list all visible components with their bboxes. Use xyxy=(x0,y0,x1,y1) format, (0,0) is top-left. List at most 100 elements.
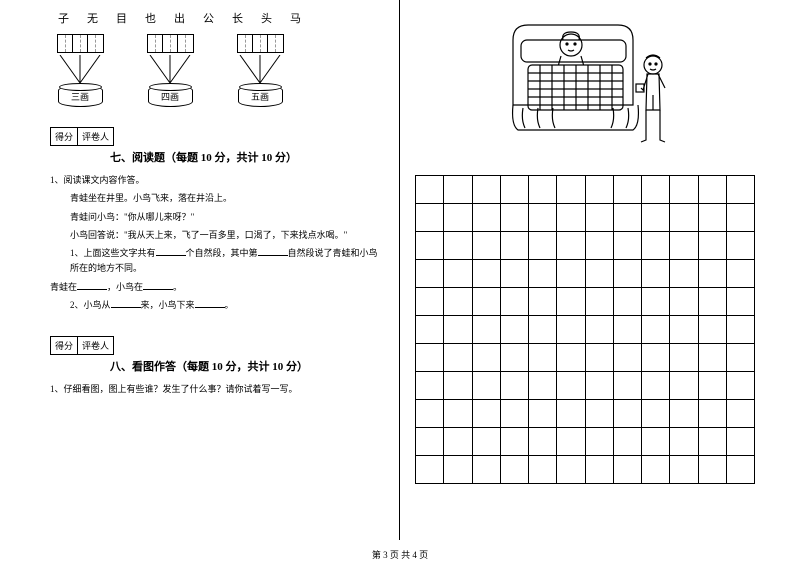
writing-cell[interactable] xyxy=(614,372,642,400)
writing-cell[interactable] xyxy=(529,260,557,288)
writing-cell[interactable] xyxy=(614,204,642,232)
writing-cell[interactable] xyxy=(642,176,670,204)
writing-cell[interactable] xyxy=(416,372,444,400)
writing-cell[interactable] xyxy=(529,372,557,400)
writing-cell[interactable] xyxy=(416,344,444,372)
writing-cell[interactable] xyxy=(557,204,585,232)
writing-cell[interactable] xyxy=(642,260,670,288)
writing-cell[interactable] xyxy=(557,344,585,372)
writing-cell[interactable] xyxy=(444,232,472,260)
writing-cell[interactable] xyxy=(529,176,557,204)
writing-cell[interactable] xyxy=(642,344,670,372)
writing-cell[interactable] xyxy=(642,400,670,428)
writing-cell[interactable] xyxy=(501,204,529,232)
writing-cell[interactable] xyxy=(586,400,614,428)
writing-cell[interactable] xyxy=(416,176,444,204)
writing-cell[interactable] xyxy=(444,316,472,344)
writing-cell[interactable] xyxy=(670,204,698,232)
writing-cell[interactable] xyxy=(699,232,727,260)
writing-cell[interactable] xyxy=(416,204,444,232)
writing-cell[interactable] xyxy=(727,232,755,260)
writing-cell[interactable] xyxy=(727,176,755,204)
writing-cell[interactable] xyxy=(727,372,755,400)
writing-cell[interactable] xyxy=(473,372,501,400)
writing-cell[interactable] xyxy=(670,316,698,344)
writing-cell[interactable] xyxy=(586,288,614,316)
writing-cell[interactable] xyxy=(670,372,698,400)
writing-cell[interactable] xyxy=(699,344,727,372)
writing-cell[interactable] xyxy=(642,372,670,400)
writing-cell[interactable] xyxy=(444,204,472,232)
writing-cell[interactable] xyxy=(670,428,698,456)
writing-cell[interactable] xyxy=(727,428,755,456)
writing-cell[interactable] xyxy=(699,456,727,484)
writing-cell[interactable] xyxy=(727,456,755,484)
writing-cell[interactable] xyxy=(473,204,501,232)
writing-cell[interactable] xyxy=(501,316,529,344)
writing-cell[interactable] xyxy=(614,428,642,456)
writing-cell[interactable] xyxy=(699,176,727,204)
writing-cell[interactable] xyxy=(642,316,670,344)
writing-cell[interactable] xyxy=(614,288,642,316)
writing-cell[interactable] xyxy=(529,204,557,232)
writing-cell[interactable] xyxy=(727,344,755,372)
writing-cell[interactable] xyxy=(444,176,472,204)
writing-cell[interactable] xyxy=(444,428,472,456)
writing-cell[interactable] xyxy=(529,232,557,260)
writing-cell[interactable] xyxy=(473,428,501,456)
writing-cell[interactable] xyxy=(557,232,585,260)
writing-cell[interactable] xyxy=(557,372,585,400)
blank[interactable] xyxy=(195,298,225,308)
writing-cell[interactable] xyxy=(642,456,670,484)
writing-cell[interactable] xyxy=(473,288,501,316)
writing-cell[interactable] xyxy=(670,344,698,372)
writing-cell[interactable] xyxy=(586,204,614,232)
writing-cell[interactable] xyxy=(473,344,501,372)
writing-cell[interactable] xyxy=(473,316,501,344)
writing-cell[interactable] xyxy=(501,372,529,400)
writing-cell[interactable] xyxy=(529,344,557,372)
writing-cell[interactable] xyxy=(501,428,529,456)
blank[interactable] xyxy=(258,246,288,256)
writing-cell[interactable] xyxy=(444,288,472,316)
writing-cell[interactable] xyxy=(529,316,557,344)
writing-cell[interactable] xyxy=(586,316,614,344)
writing-cell[interactable] xyxy=(529,288,557,316)
writing-cell[interactable] xyxy=(727,260,755,288)
writing-cell[interactable] xyxy=(444,372,472,400)
writing-cell[interactable] xyxy=(670,232,698,260)
writing-cell[interactable] xyxy=(586,344,614,372)
blank[interactable] xyxy=(77,280,107,290)
writing-cell[interactable] xyxy=(501,260,529,288)
writing-cell[interactable] xyxy=(557,176,585,204)
writing-cell[interactable] xyxy=(586,260,614,288)
blank[interactable] xyxy=(143,280,173,290)
writing-cell[interactable] xyxy=(699,400,727,428)
writing-cell[interactable] xyxy=(670,176,698,204)
writing-cell[interactable] xyxy=(557,316,585,344)
writing-cell[interactable] xyxy=(416,232,444,260)
writing-cell[interactable] xyxy=(416,456,444,484)
writing-cell[interactable] xyxy=(614,344,642,372)
writing-cell[interactable] xyxy=(473,176,501,204)
writing-cell[interactable] xyxy=(699,428,727,456)
writing-cell[interactable] xyxy=(444,400,472,428)
writing-cell[interactable] xyxy=(727,288,755,316)
writing-cell[interactable] xyxy=(557,400,585,428)
writing-cell[interactable] xyxy=(642,204,670,232)
writing-cell[interactable] xyxy=(699,372,727,400)
writing-cell[interactable] xyxy=(699,260,727,288)
writing-cell[interactable] xyxy=(473,400,501,428)
writing-cell[interactable] xyxy=(501,232,529,260)
writing-cell[interactable] xyxy=(586,456,614,484)
writing-cell[interactable] xyxy=(557,260,585,288)
writing-cell[interactable] xyxy=(727,400,755,428)
writing-cell[interactable] xyxy=(529,400,557,428)
writing-cell[interactable] xyxy=(501,344,529,372)
writing-cell[interactable] xyxy=(670,288,698,316)
writing-cell[interactable] xyxy=(586,372,614,400)
writing-cell[interactable] xyxy=(614,232,642,260)
writing-cell[interactable] xyxy=(699,316,727,344)
writing-cell[interactable] xyxy=(614,456,642,484)
writing-cell[interactable] xyxy=(670,260,698,288)
